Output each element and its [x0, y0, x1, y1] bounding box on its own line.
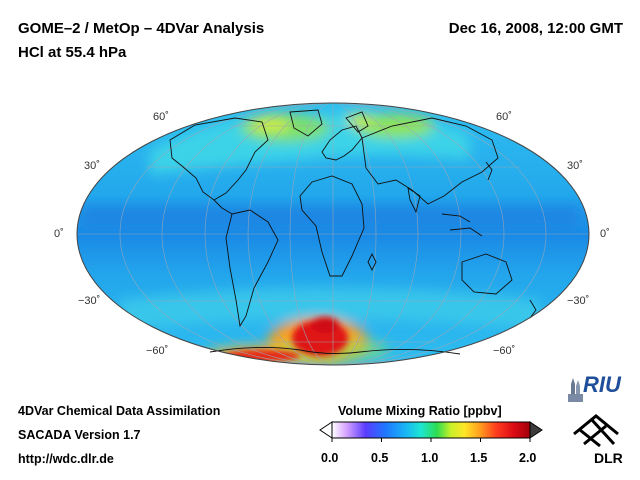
footer-line-2: SACADA Version 1.7 — [18, 428, 141, 442]
footer-line-1: 4DVar Chemical Data Assimilation — [18, 404, 221, 418]
lat-label-0-right: 0˚ — [600, 228, 610, 240]
dlr-text: DLR — [594, 450, 623, 466]
colorbar-tick-4: 2.0 — [519, 451, 537, 465]
lat-label-60n-left: 60˚ — [153, 111, 169, 123]
lat-label-60n-right: 60˚ — [496, 111, 512, 123]
lat-label-30s-left: −30˚ — [78, 295, 101, 307]
colorbar-title: Volume Mixing Ratio [ppbv] — [338, 404, 502, 418]
riu-logo: RIU — [566, 372, 632, 404]
hcl-field — [77, 103, 589, 365]
footer-line-3[interactable]: http://wdc.dlr.de — [18, 452, 114, 466]
lat-label-0-left: 0˚ — [54, 228, 64, 240]
lat-label-60s-right: −60˚ — [493, 345, 516, 357]
riu-tower-icon — [568, 378, 583, 402]
dlr-logo: DLR — [564, 412, 630, 470]
lat-label-30n-right: 30˚ — [567, 160, 583, 172]
colorbar-tick-1: 0.5 — [371, 451, 389, 465]
dlr-symbol-icon — [573, 414, 619, 448]
colorbar-min-arrow — [319, 421, 333, 439]
lat-label-30s-right: −30˚ — [567, 295, 590, 307]
colorbar-tick-0: 0.0 — [321, 451, 339, 465]
lat-label-60s-left: −60˚ — [146, 345, 169, 357]
title-line-1: GOME–2 / MetOp – 4DVar Analysis — [18, 20, 265, 37]
datetime: Dec 16, 2008, 12:00 GMT — [448, 20, 623, 37]
coastlines — [169, 109, 537, 355]
riu-text: RIU — [583, 372, 621, 397]
colorbar-max-arrow — [529, 421, 543, 439]
map-outline — [76, 102, 590, 366]
title-line-2: HCl at 55.4 hPa — [18, 44, 127, 61]
colorbar-tick-2: 1.0 — [421, 451, 439, 465]
lat-label-30n-left: 30˚ — [84, 160, 100, 172]
colorbar-tick-3: 1.5 — [470, 451, 488, 465]
colorbar — [319, 421, 543, 442]
